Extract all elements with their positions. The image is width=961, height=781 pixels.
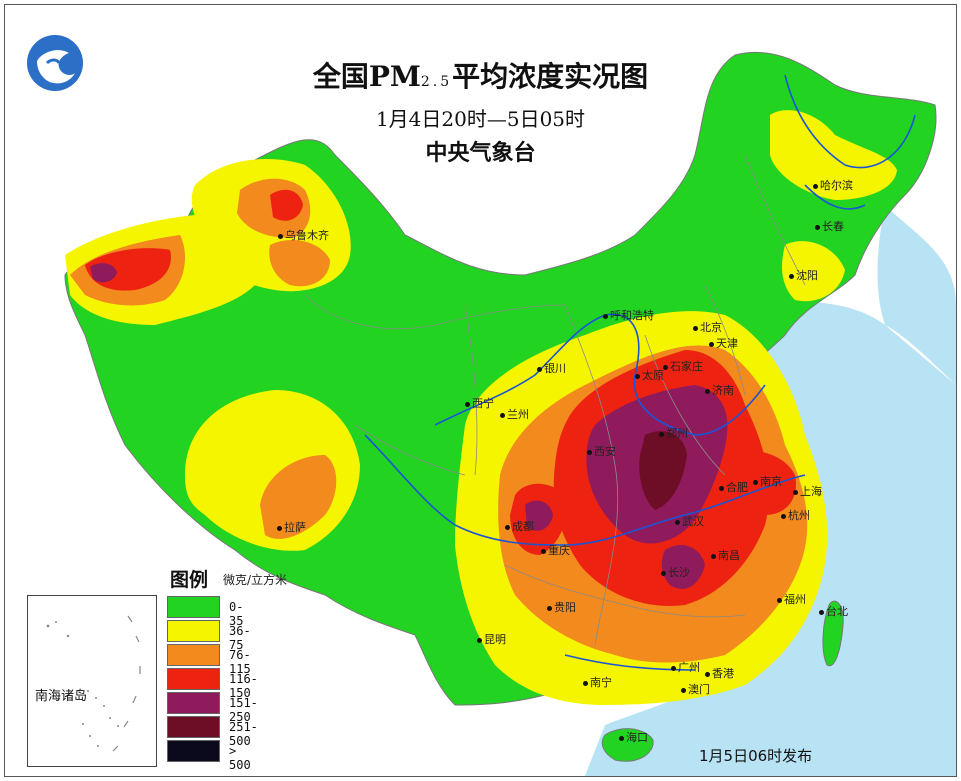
- zone-purple-hunan: [661, 545, 705, 589]
- city-nanning: 南宁: [583, 674, 612, 690]
- city-hohhot: 呼和浩特: [603, 307, 654, 323]
- time-range: 1月4日20时—5日05时: [375, 107, 586, 131]
- zone-red-anhui: [734, 451, 796, 515]
- legend-label: 116-150: [229, 672, 258, 700]
- city-changchun: 长春: [815, 218, 844, 234]
- agency-name: 中央气象台: [425, 140, 536, 166]
- yellow-river: [434, 313, 766, 436]
- city-taiyuan: 太原: [635, 367, 664, 383]
- hainan: [601, 728, 654, 762]
- city-yinchuan: 银川: [537, 360, 566, 376]
- zone-orange-urumqi2: [269, 240, 330, 287]
- songhua-river: [804, 184, 866, 210]
- city-tianjin: 天津: [709, 335, 738, 351]
- legend-swatch: [167, 668, 220, 690]
- city-hefei: 合肥: [719, 479, 748, 495]
- city-xian: 西安: [587, 443, 616, 459]
- title-prefix: 全国PM: [312, 60, 421, 93]
- pearl-river: [564, 654, 696, 671]
- legend-label: 151-250: [229, 696, 258, 724]
- zone-orange-tibet: [260, 455, 337, 539]
- zone-red-urumqi: [270, 189, 303, 221]
- zone-purple-xinjiang: [90, 263, 117, 283]
- city-fuzhou: 福州: [777, 591, 806, 607]
- release-time: 1月5日06时发布: [699, 747, 813, 765]
- legend-swatch: [167, 716, 220, 738]
- legend-unit: 微克/立方米: [223, 573, 288, 587]
- city-guiyang: 贵阳: [547, 599, 576, 615]
- legend-swatch: [167, 692, 220, 714]
- map-frame: 全国PM2.5平均浓度实况图 1月4日20时—5日05时 中央气象台 乌鲁木齐 …: [4, 4, 957, 777]
- city-hongkong: 香港: [705, 665, 734, 681]
- city-hangzhou: 杭州: [781, 507, 810, 523]
- city-taipei: 台北: [819, 603, 848, 619]
- legend-label: > 500: [229, 744, 251, 772]
- map-title: 全国PM2.5平均浓度实况图: [5, 55, 956, 95]
- pm25-map: [64, 51, 956, 776]
- city-shanghai: 上海: [793, 483, 822, 499]
- city-chongqing: 重庆: [541, 542, 570, 558]
- zone-purple-sichuan: [525, 500, 553, 531]
- legend-swatch: [167, 596, 220, 618]
- zone-dark-henan: [639, 431, 687, 510]
- legend-swatch: [167, 644, 220, 666]
- cma-logo-icon: [27, 35, 83, 91]
- city-lhasa: 拉萨: [277, 519, 306, 535]
- inset-map: [46, 615, 141, 752]
- zone-yellow-liaoning: [782, 241, 845, 302]
- sea-area: [585, 295, 956, 776]
- city-guangzhou: 广州: [671, 659, 700, 675]
- city-shenyang: 沈阳: [789, 267, 818, 283]
- city-zhengzhou: 郑州: [659, 425, 688, 441]
- legend-label: 251-500: [229, 720, 258, 748]
- sea-north: [877, 205, 956, 385]
- city-harbin: 哈尔滨: [813, 177, 853, 193]
- city-xining: 西宁: [465, 395, 494, 411]
- city-beijing: 北京: [693, 319, 722, 335]
- city-chengdu: 成都: [505, 518, 534, 534]
- legend-swatch: [167, 620, 220, 642]
- legend-label: 76-115: [229, 648, 251, 676]
- title-suffix: 平均浓度实况图: [452, 60, 649, 93]
- city-lanzhou: 兰州: [500, 406, 529, 422]
- legend-swatch: [167, 740, 220, 762]
- zone-yellow-heilongjiang: [770, 110, 897, 200]
- city-haikou: 海口: [619, 729, 648, 745]
- inset-label: 南海诸岛: [35, 689, 88, 704]
- city-nanchang: 南昌: [711, 547, 740, 563]
- legend-label: 36- 75: [229, 624, 251, 652]
- city-urumqi: 乌鲁木齐: [278, 227, 329, 243]
- rivers: [364, 74, 916, 671]
- city-nanjing: 南京: [753, 473, 782, 489]
- city-wuhan: 武汉: [675, 513, 704, 529]
- legend-label: 0- 35: [229, 600, 244, 628]
- city-macau: 澳门: [681, 681, 710, 697]
- south-china-sea-inset: [27, 595, 157, 767]
- city-shijiazhuang: 石家庄: [663, 358, 703, 374]
- title-subscript: 2.5: [420, 74, 453, 90]
- taiwan: [822, 600, 844, 667]
- heilongjiang-river: [784, 74, 916, 169]
- city-kunming: 昆明: [477, 631, 506, 647]
- city-jinan: 济南: [705, 382, 734, 398]
- city-changsha: 长沙: [661, 564, 690, 580]
- yangtze-river: [364, 434, 806, 546]
- legend-title: 图例: [170, 569, 209, 591]
- province-borders: [304, 154, 806, 646]
